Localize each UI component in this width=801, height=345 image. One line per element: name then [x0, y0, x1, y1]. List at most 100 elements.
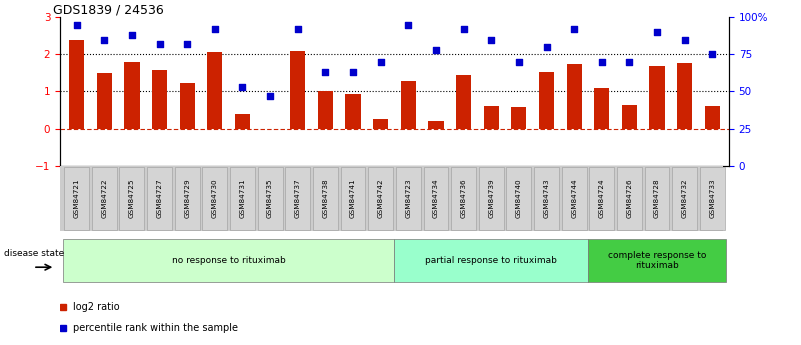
FancyBboxPatch shape: [394, 239, 588, 282]
FancyBboxPatch shape: [285, 167, 310, 230]
Bar: [622, 105, 637, 128]
FancyBboxPatch shape: [62, 239, 394, 282]
Text: GSM84727: GSM84727: [156, 179, 163, 218]
FancyBboxPatch shape: [92, 167, 117, 230]
Bar: [373, 119, 388, 128]
Point: [540, 44, 553, 50]
FancyBboxPatch shape: [147, 167, 172, 230]
Point: [292, 26, 304, 32]
FancyBboxPatch shape: [119, 167, 144, 230]
FancyBboxPatch shape: [258, 167, 283, 230]
Text: GSM84732: GSM84732: [682, 179, 688, 218]
Bar: [345, 94, 360, 128]
Text: GSM84742: GSM84742: [378, 179, 384, 218]
Point: [678, 37, 691, 42]
FancyBboxPatch shape: [700, 167, 725, 230]
Bar: [179, 83, 195, 128]
Point: [236, 84, 249, 90]
Text: percentile rank within the sample: percentile rank within the sample: [73, 323, 238, 333]
Text: GSM84739: GSM84739: [489, 179, 494, 218]
FancyBboxPatch shape: [424, 167, 449, 230]
FancyBboxPatch shape: [368, 167, 393, 230]
Text: GSM84730: GSM84730: [211, 179, 218, 218]
Bar: [400, 81, 416, 128]
FancyBboxPatch shape: [506, 167, 531, 230]
Point: [347, 69, 360, 75]
FancyBboxPatch shape: [588, 239, 727, 282]
Bar: [69, 39, 84, 128]
Bar: [429, 121, 444, 128]
Point: [98, 37, 111, 42]
Point: [181, 41, 194, 47]
Bar: [456, 75, 471, 128]
Bar: [566, 65, 582, 128]
Bar: [235, 114, 250, 128]
Text: no response to rituximab: no response to rituximab: [171, 256, 285, 265]
FancyBboxPatch shape: [396, 167, 421, 230]
FancyBboxPatch shape: [672, 167, 697, 230]
Point: [457, 26, 470, 32]
FancyBboxPatch shape: [451, 167, 476, 230]
FancyBboxPatch shape: [479, 167, 504, 230]
Bar: [263, 128, 278, 129]
Point: [153, 41, 166, 47]
Text: GDS1839 / 24536: GDS1839 / 24536: [54, 3, 164, 16]
FancyBboxPatch shape: [203, 167, 227, 230]
Text: GSM84726: GSM84726: [626, 179, 633, 218]
Bar: [484, 106, 499, 128]
Point: [623, 59, 636, 65]
Bar: [650, 66, 665, 128]
FancyBboxPatch shape: [175, 167, 199, 230]
Text: GSM84744: GSM84744: [571, 179, 578, 218]
Point: [429, 47, 442, 53]
Text: GSM84736: GSM84736: [461, 179, 467, 218]
Point: [374, 59, 387, 65]
Bar: [207, 52, 223, 128]
Point: [568, 26, 581, 32]
Point: [650, 29, 663, 35]
Point: [319, 69, 332, 75]
Text: GSM84743: GSM84743: [544, 179, 549, 218]
Text: GSM84729: GSM84729: [184, 179, 190, 218]
Text: GSM84724: GSM84724: [599, 179, 605, 218]
Bar: [152, 70, 167, 128]
Text: GSM84741: GSM84741: [350, 179, 356, 218]
Point: [485, 37, 497, 42]
Text: log2 ratio: log2 ratio: [73, 302, 119, 312]
Bar: [705, 106, 720, 128]
Point: [264, 93, 276, 99]
Point: [70, 22, 83, 28]
FancyBboxPatch shape: [562, 167, 586, 230]
Point: [402, 22, 415, 28]
Text: GSM84733: GSM84733: [710, 179, 715, 218]
Point: [126, 32, 139, 38]
FancyBboxPatch shape: [313, 167, 338, 230]
Bar: [594, 88, 610, 128]
Text: GSM84731: GSM84731: [239, 179, 245, 218]
Text: GSM84723: GSM84723: [405, 179, 411, 218]
Point: [208, 26, 221, 32]
FancyBboxPatch shape: [617, 167, 642, 230]
Bar: [318, 91, 333, 128]
Point: [706, 51, 718, 57]
Text: GSM84722: GSM84722: [101, 179, 107, 218]
Bar: [677, 63, 692, 128]
Bar: [124, 62, 139, 128]
FancyBboxPatch shape: [340, 167, 365, 230]
Text: GSM84737: GSM84737: [295, 179, 300, 218]
Text: GSM84738: GSM84738: [322, 179, 328, 218]
Text: partial response to rituximab: partial response to rituximab: [425, 256, 557, 265]
Bar: [290, 51, 305, 128]
Point: [513, 59, 525, 65]
Text: GSM84734: GSM84734: [433, 179, 439, 218]
Bar: [511, 107, 526, 128]
Text: complete response to
rituximab: complete response to rituximab: [608, 251, 706, 270]
Text: GSM84721: GSM84721: [74, 179, 79, 218]
Text: GSM84728: GSM84728: [654, 179, 660, 218]
Text: GSM84725: GSM84725: [129, 179, 135, 218]
Text: GSM84735: GSM84735: [267, 179, 273, 218]
Point: [595, 59, 608, 65]
Bar: [97, 73, 112, 128]
FancyBboxPatch shape: [645, 167, 670, 230]
Text: disease state: disease state: [4, 249, 64, 258]
